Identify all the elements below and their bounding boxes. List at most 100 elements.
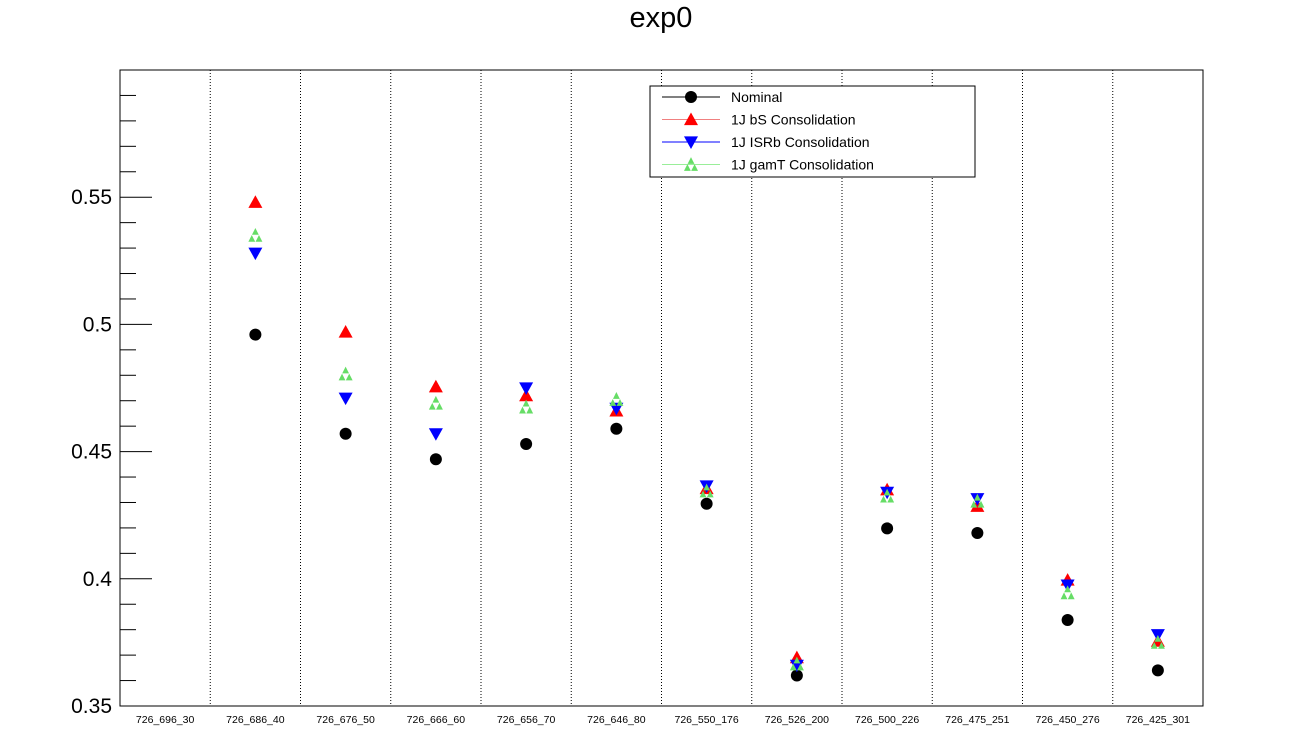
point-series-2-cat-7 <box>789 659 804 673</box>
x-tick-label: 726_425_301 <box>1126 714 1190 726</box>
point-series-2-cat-3-shape <box>428 428 443 441</box>
point-series-3-cat-5-shape <box>612 392 620 399</box>
point-series-2-cat-1-shape <box>248 247 263 261</box>
x-tick-label: 726_526_200 <box>765 714 829 726</box>
x-tick-label: 726_666_60 <box>407 714 466 726</box>
point-series-3-cat-9-shape <box>970 500 978 508</box>
point-series-3-cat-5 <box>609 392 624 406</box>
point-series-3-cat-10-shape <box>1067 592 1075 600</box>
x-tick-label: 726_550_176 <box>675 714 739 726</box>
point-series-3-cat-10-shape <box>1060 592 1068 600</box>
point-series-0-cat-10-shape <box>1061 614 1074 627</box>
point-series-2-cat-7-shape <box>789 659 804 673</box>
point-series-0-cat-6 <box>700 497 713 510</box>
legend-marker-3-shape <box>684 164 691 171</box>
point-series-3-cat-1 <box>248 227 263 242</box>
point-series-3-cat-1-shape <box>251 227 259 235</box>
point-series-0-cat-11 <box>1151 664 1164 677</box>
point-series-2-cat-3 <box>428 428 443 441</box>
y-tick-label: 0.5 <box>83 313 112 336</box>
x-tick-label: 726_676_50 <box>316 714 375 726</box>
legend-marker-3-shape <box>687 157 695 164</box>
point-series-0-cat-8 <box>881 522 894 535</box>
x-tick-label: 726_646_80 <box>587 714 646 726</box>
point-series-3-cat-11 <box>1150 635 1165 649</box>
x-tick-label: 726_686_40 <box>226 714 285 726</box>
point-series-0-cat-5 <box>610 422 623 435</box>
point-series-0-cat-3 <box>429 453 442 466</box>
legend-label-2: 1J ISRb Consolidation <box>731 134 870 150</box>
point-series-3-cat-1-shape <box>255 234 263 242</box>
y-tick-label: 0.4 <box>83 568 113 591</box>
point-series-0-cat-2-shape <box>339 427 352 440</box>
point-series-3-cat-11-shape <box>1150 642 1158 649</box>
point-series-3-cat-5-shape <box>616 399 624 406</box>
point-series-3-cat-8 <box>880 488 895 503</box>
point-series-2-cat-2-shape <box>338 392 353 406</box>
point-series-0-cat-10 <box>1061 614 1074 627</box>
x-tick-label: 726_656_70 <box>497 714 556 726</box>
point-series-3-cat-11-shape <box>1158 642 1165 649</box>
x-tick-label: 726_500_226 <box>855 714 919 726</box>
legend-marker-3 <box>684 157 698 171</box>
point-series-2-cat-4-shape <box>519 382 534 395</box>
point-series-3-cat-2-shape <box>345 373 353 381</box>
point-series-0-cat-9 <box>971 527 984 540</box>
x-axis: 726_696_30 726_686_40 726_676_50 726_666_60… <box>136 714 1190 726</box>
legend-marker-1 <box>684 112 698 126</box>
chart-title: exp0 <box>630 2 693 34</box>
point-series-0-cat-3-shape <box>429 453 442 466</box>
legend-marker-2 <box>684 136 698 149</box>
point-series-0-cat-1 <box>249 328 262 341</box>
point-series-3-cat-2-shape <box>338 373 346 381</box>
x-tick-label: 726_696_30 <box>136 714 195 726</box>
x-tick-label: 726_475_251 <box>945 714 1009 726</box>
point-series-0-cat-5-shape <box>610 422 623 435</box>
point-series-3-cat-4 <box>519 399 534 414</box>
point-series-3-cat-3-shape <box>432 395 440 403</box>
point-series-3-cat-4-shape <box>526 406 534 414</box>
point-series-1-cat-2 <box>338 325 353 338</box>
legend-label-1: 1J bS Consolidation <box>731 112 856 128</box>
point-series-3-cat-6-shape <box>706 490 714 498</box>
point-series-0-cat-4-shape <box>520 437 533 450</box>
point-series-3-cat-7 <box>789 656 804 671</box>
point-series-3-cat-9 <box>970 493 985 508</box>
point-series-2-cat-1 <box>248 247 263 261</box>
x-tick-label: 726_450_276 <box>1036 714 1100 726</box>
point-series-2-cat-5 <box>609 402 624 416</box>
point-series-3-cat-7-shape <box>789 663 797 671</box>
point-series-3-cat-9-shape <box>973 493 981 501</box>
legend-marker-0-shape <box>685 91 697 103</box>
point-series-3-cat-1-shape <box>248 234 256 242</box>
legend-label-3: 1J gamT Consolidation <box>731 157 874 173</box>
point-series-3-cat-10-shape <box>1064 585 1072 593</box>
point-series-2-cat-4 <box>519 382 534 395</box>
y-tick-label: 0.35 <box>71 695 112 718</box>
point-series-3-cat-6-shape <box>699 490 707 498</box>
point-series-3-cat-5-shape <box>609 399 617 406</box>
legend-box <box>649 85 976 178</box>
point-series-3-cat-3-shape <box>436 402 443 410</box>
point-series-0-cat-7 <box>790 669 803 682</box>
point-series-3-cat-2-shape <box>342 366 350 374</box>
point-series-3-cat-7-shape <box>797 663 804 671</box>
point-series-3-cat-10 <box>1060 585 1075 600</box>
point-series-1-cat-3-shape <box>428 379 443 393</box>
point-series-3-cat-8-shape <box>883 488 891 496</box>
point-series-1-cat-3 <box>428 379 443 393</box>
point-series-1-cat-2-shape <box>338 325 353 338</box>
point-series-0-cat-9-shape <box>971 527 984 540</box>
point-series-3-cat-4-shape <box>522 399 530 407</box>
point-series-3-cat-2 <box>338 366 353 381</box>
point-series-3-cat-8-shape <box>887 495 895 503</box>
point-series-0-cat-8-shape <box>881 522 894 535</box>
point-series-3-cat-9-shape <box>977 500 985 508</box>
data-points <box>248 195 1165 682</box>
point-series-0-cat-4 <box>520 437 533 450</box>
point-series-3-cat-3-shape <box>428 402 436 410</box>
y-axis: 0.35 0.4 0.45 0.5 0.55 <box>71 69 152 718</box>
point-series-2-cat-5-shape <box>609 402 624 416</box>
